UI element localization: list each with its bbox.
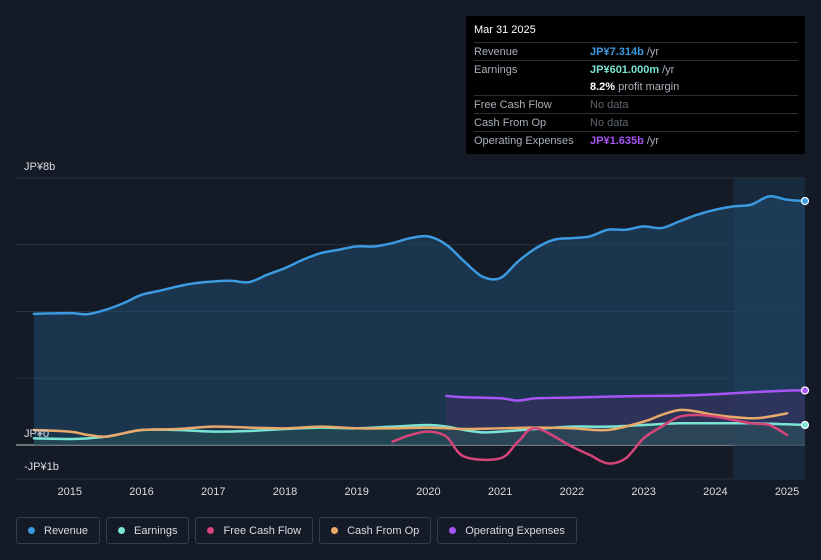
tooltip-row-revenue: Revenue JP¥7.314b /yr bbox=[474, 42, 798, 60]
tooltip-row-cash-from-op: Cash From Op No data bbox=[474, 113, 798, 131]
legend-label: Earnings bbox=[134, 524, 178, 537]
free-cash-flow-line bbox=[391, 413, 789, 465]
series-layer bbox=[32, 194, 810, 465]
tooltip-value: No data bbox=[590, 98, 629, 111]
tooltip-value: JP¥601.000m bbox=[590, 63, 660, 76]
tooltip-label: Earnings bbox=[474, 63, 518, 76]
tooltip-row-free-cash-flow: Free Cash Flow No data bbox=[474, 95, 798, 113]
operating-expenses-area bbox=[446, 390, 805, 445]
y-axis-labels: JP¥8b JP¥0 -JP¥1b bbox=[24, 161, 59, 473]
x-tick-label: 2020 bbox=[416, 486, 440, 498]
data-tooltip: Mar 31 2025 Revenue JP¥7.314b /yr Earnin… bbox=[466, 16, 805, 154]
tooltip-date: Mar 31 2025 bbox=[474, 24, 536, 36]
x-tick-label: 2023 bbox=[631, 486, 655, 498]
tooltip-value: 8.2% bbox=[590, 80, 616, 93]
x-tick-label: 2021 bbox=[488, 486, 512, 498]
free-cash-flow-dot-icon bbox=[207, 527, 215, 534]
revenue-area bbox=[33, 196, 805, 445]
tooltip-label: Free Cash Flow bbox=[474, 98, 552, 111]
x-tick-label: 2024 bbox=[703, 486, 727, 498]
x-tick-label: 2017 bbox=[201, 486, 225, 498]
x-tick-label: 2015 bbox=[58, 486, 82, 498]
y-tick-label-top: JP¥8b bbox=[24, 161, 55, 173]
tooltip-unit: /yr bbox=[646, 134, 660, 147]
x-axis-labels: 2015 2016 2017 2018 2019 2020 2021 2022 2023 2024… bbox=[58, 486, 800, 498]
revenue-end-point bbox=[800, 196, 810, 206]
cash-from-op-line bbox=[32, 408, 789, 438]
tooltip-value: JP¥7.314b bbox=[590, 45, 644, 58]
chart-legend: Revenue Earnings Free Cash Flow Cash Fro… bbox=[16, 517, 577, 544]
legend-item-operating-expenses[interactable]: Operating Expenses bbox=[437, 517, 577, 544]
y-tick-label-bottom: -JP¥1b bbox=[24, 461, 59, 473]
operating-expenses-end-point bbox=[800, 386, 810, 395]
tooltip-unit: profit margin bbox=[618, 80, 680, 93]
x-tick-label: 2016 bbox=[129, 486, 153, 498]
tooltip-row-operating-expenses: Operating Expenses JP¥1.635b /yr bbox=[474, 131, 798, 149]
x-tick-label: 2025 bbox=[775, 486, 799, 498]
x-tick-label: 2019 bbox=[344, 486, 368, 498]
operating-expenses-line bbox=[445, 389, 807, 402]
legend-label: Free Cash Flow bbox=[223, 524, 302, 537]
legend-label: Cash From Op bbox=[347, 524, 420, 537]
tooltip-row-earnings: Earnings JP¥601.000m /yr bbox=[474, 60, 798, 78]
legend-label: Operating Expenses bbox=[465, 524, 565, 537]
cash-from-op-dot-icon bbox=[331, 527, 339, 534]
legend-item-free-cash-flow[interactable]: Free Cash Flow bbox=[195, 517, 314, 544]
earnings-dot-icon bbox=[118, 527, 126, 534]
revenue-line bbox=[32, 194, 807, 316]
legend-label: Revenue bbox=[44, 524, 89, 537]
legend-item-earnings[interactable]: Earnings bbox=[106, 517, 190, 544]
revenue-dot-icon bbox=[28, 527, 35, 534]
y-tick-label-zero: JP¥0 bbox=[24, 428, 49, 440]
legend-item-cash-from-op[interactable]: Cash From Op bbox=[319, 517, 432, 544]
tooltip-unit: /yr bbox=[662, 63, 675, 76]
x-tick-label: 2022 bbox=[560, 486, 584, 498]
tooltip-value: No data bbox=[590, 116, 629, 129]
tooltip-value: JP¥1.635b bbox=[590, 134, 644, 147]
tooltip-label: Cash From Op bbox=[474, 116, 547, 129]
legend-item-revenue[interactable]: Revenue bbox=[16, 517, 101, 544]
tooltip-label: Revenue bbox=[474, 45, 519, 58]
earnings-end-point bbox=[800, 420, 810, 430]
tooltip-label: Operating Expenses bbox=[474, 134, 574, 147]
tooltip-row-profit-margin: 8.2% profit margin bbox=[474, 78, 798, 95]
x-tick-label: 2018 bbox=[273, 486, 297, 498]
operating-expenses-dot-icon bbox=[449, 527, 457, 534]
tooltip-unit: /yr bbox=[646, 45, 660, 58]
